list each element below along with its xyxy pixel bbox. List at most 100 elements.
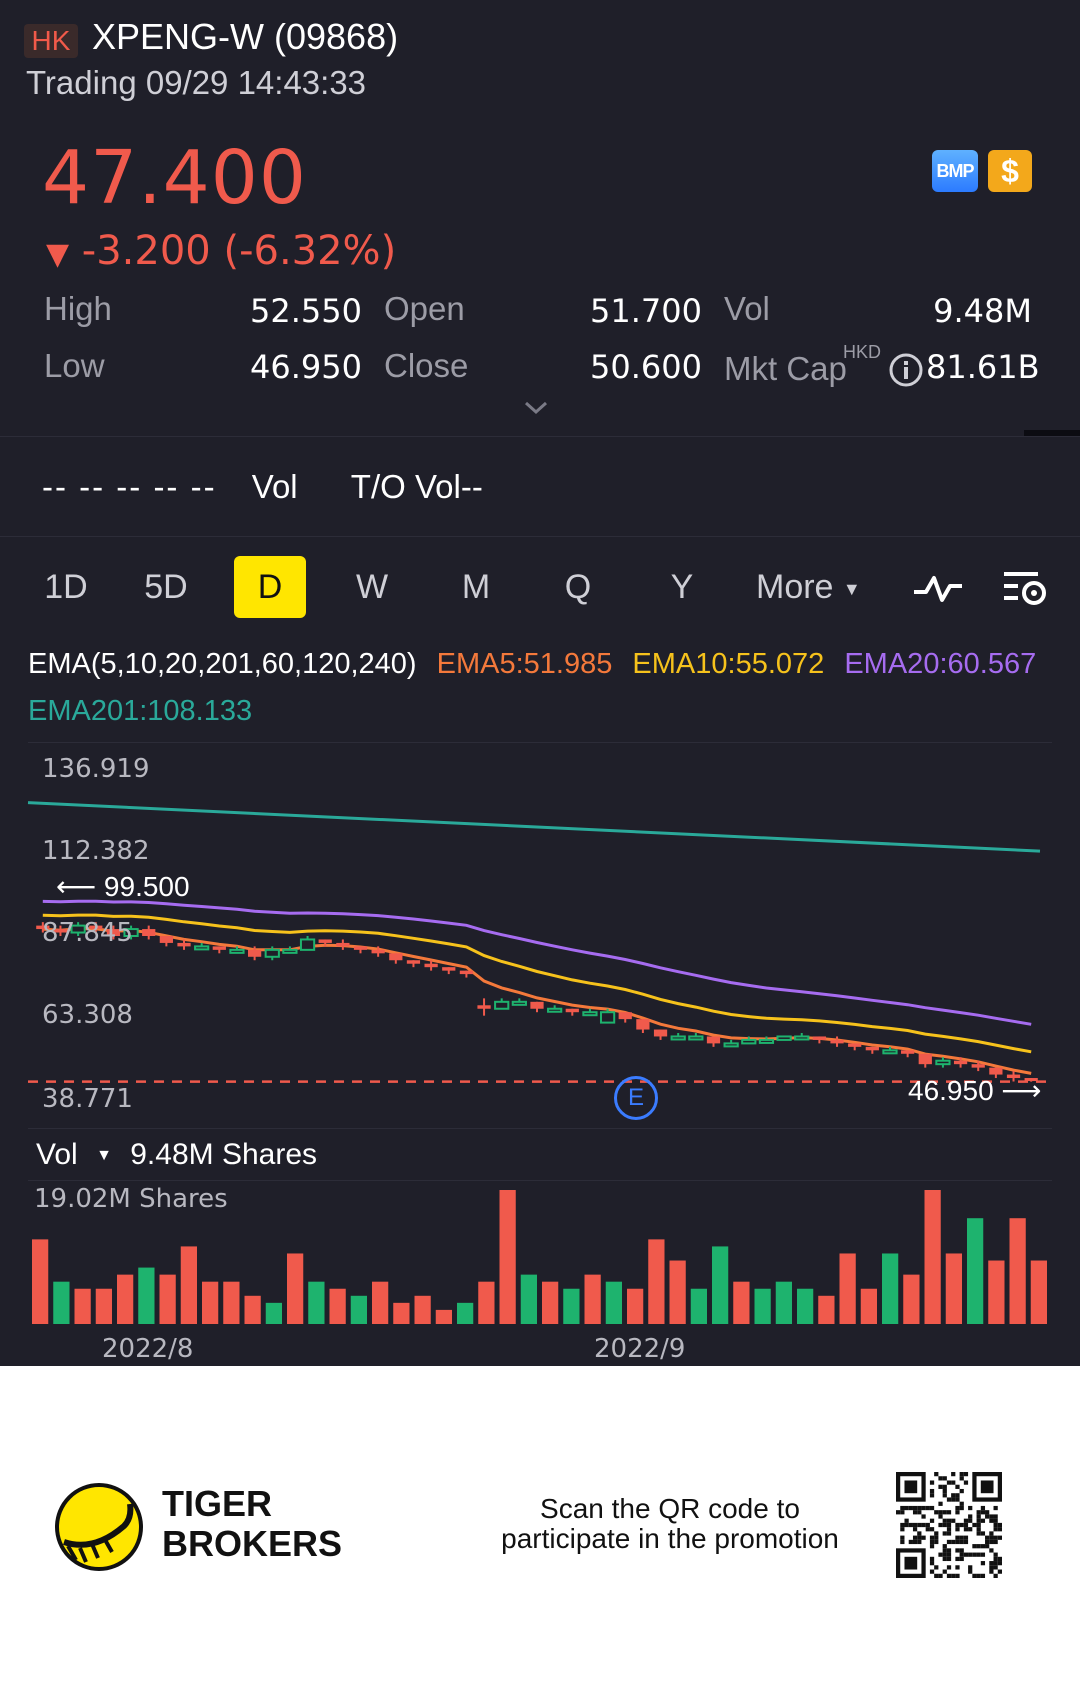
qr-module (942, 1569, 947, 1574)
price-change-value: -3.200 (-6.32%) (81, 228, 397, 274)
dollar-badge-icon[interactable]: $ (988, 150, 1032, 192)
qr-module (934, 1573, 939, 1578)
qr-module (925, 1522, 930, 1528)
tab-q[interactable]: Q (564, 568, 592, 606)
candle (318, 939, 332, 947)
qr-module (946, 1527, 952, 1532)
candle (599, 1008, 616, 1024)
qr-module (938, 1501, 943, 1506)
candle-body (106, 929, 121, 936)
candle (989, 1067, 1003, 1079)
earnings-event-icon[interactable]: E (614, 1076, 658, 1120)
volume-chart[interactable] (0, 1180, 1080, 1330)
ema10-value: EMA10:55.072 (632, 648, 825, 680)
volume-bar (797, 1288, 814, 1324)
tab-m[interactable]: M (461, 568, 491, 606)
qr-module (946, 1539, 952, 1545)
candle-body (70, 924, 86, 934)
low-label: Low (44, 347, 105, 384)
qr-module (946, 1573, 952, 1578)
candle-body (547, 1007, 563, 1013)
candle-body (282, 948, 298, 954)
qr-module (980, 1531, 986, 1536)
turnover-indicator[interactable]: T/O Vol-- (350, 468, 483, 505)
more-dropdown[interactable]: More ▼ (756, 556, 876, 618)
qr-module (968, 1569, 973, 1574)
bmp-badge-icon[interactable]: BMP (932, 150, 978, 192)
divider (0, 536, 1080, 537)
qr-module (985, 1514, 990, 1519)
volume-bar (435, 1309, 452, 1324)
arrow-left-icon: ⟵ (56, 871, 97, 902)
market-badge: HK (24, 24, 78, 58)
candle-body (53, 929, 68, 933)
qr-module (985, 1539, 990, 1545)
info-icon[interactable] (888, 352, 924, 388)
candle-body (989, 1067, 1003, 1075)
indicator-wave-icon[interactable] (912, 566, 964, 606)
qr-module (976, 1552, 981, 1557)
qr-module (946, 1531, 952, 1536)
volume-header[interactable]: Vol ▼ 9.48M Shares (36, 1138, 317, 1172)
volume-bar (924, 1190, 941, 1324)
candle (194, 942, 210, 951)
candle-body (247, 949, 262, 957)
qr-module (993, 1561, 998, 1566)
candle (953, 1057, 968, 1068)
price-chart[interactable] (0, 740, 1080, 1130)
qr-module (980, 1510, 986, 1515)
caret-down-icon: ▼ (96, 1147, 112, 1165)
chart-settings-icon[interactable] (1000, 566, 1050, 610)
qr-module (946, 1480, 952, 1485)
qr-module (908, 1505, 913, 1511)
qr-module (963, 1480, 969, 1485)
candle-body (794, 1035, 810, 1041)
qr-module (934, 1510, 939, 1515)
qr-module (946, 1552, 952, 1557)
ema201-value: EMA201:108.133 (28, 695, 253, 727)
mktcap-value: 81.61B (926, 348, 1040, 386)
tab-5d[interactable]: 5D (144, 568, 188, 606)
candle-body (264, 948, 280, 958)
volume-bar (95, 1288, 112, 1324)
qr-module (968, 1565, 973, 1570)
promo-footer: TIGER BROKERS Scan the QR code to partic… (0, 1366, 1080, 1683)
qr-module (929, 1535, 935, 1540)
qr-code[interactable] (896, 1472, 1002, 1578)
qr-module (900, 1522, 905, 1528)
tab-y[interactable]: Y (670, 568, 694, 606)
tiger-logo-icon (55, 1483, 143, 1571)
divider (0, 436, 1080, 437)
tab-w[interactable]: W (355, 568, 389, 606)
candle-body (406, 960, 421, 964)
candle-body (442, 967, 456, 971)
qr-module (951, 1573, 956, 1578)
qr-module (963, 1522, 969, 1528)
promo-text: Scan the QR code to participate in the p… (480, 1494, 860, 1554)
divider (28, 742, 1052, 743)
qr-module (934, 1539, 939, 1545)
qr-module (934, 1472, 939, 1477)
x-axis-label: 2022/8 (102, 1334, 194, 1364)
ema-params[interactable]: EMA(5,10,20,201,60,120,240) (28, 648, 417, 680)
candle-body (36, 925, 50, 930)
qr-module (929, 1488, 935, 1494)
qr-module (993, 1514, 998, 1519)
candle (106, 925, 121, 940)
qr-module (997, 1561, 1002, 1566)
qr-module (989, 1561, 994, 1566)
tab-d[interactable]: D (234, 556, 306, 618)
vol-indicator[interactable]: Vol (251, 468, 298, 505)
qr-module (942, 1522, 947, 1528)
qr-module (980, 1505, 986, 1511)
candle (494, 998, 510, 1010)
chevron-down-icon[interactable] (524, 396, 548, 420)
open-label: Open (384, 290, 465, 327)
volume-bar (712, 1246, 729, 1324)
high-label: High (44, 290, 112, 327)
qr-module (917, 1539, 922, 1545)
tab-1d[interactable]: 1D (44, 568, 88, 606)
qr-module (929, 1539, 935, 1545)
ema20-value: EMA20:60.567 (844, 648, 1037, 680)
qr-module (900, 1510, 905, 1515)
